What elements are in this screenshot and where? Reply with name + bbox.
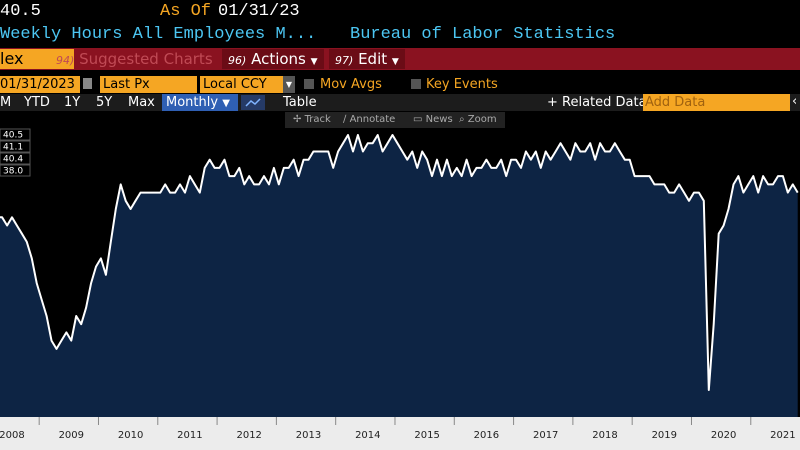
checkbox-label: Key Events [426, 77, 498, 92]
line [0, 134, 799, 391]
x-tick-label: 2012 [236, 430, 261, 441]
menu-label: Actions [251, 50, 306, 68]
add-data-field[interactable]: Add Data [643, 94, 790, 111]
x-tick-label: 2013 [296, 430, 321, 441]
as-of-date: 01/31/23 [218, 2, 300, 21]
x-tick-label: 2018 [592, 430, 617, 441]
stat-box [0, 152, 31, 165]
stat-box [0, 164, 31, 177]
range-button[interactable]: M [0, 95, 12, 110]
x-tick-label: 2014 [355, 430, 380, 441]
menu-label: Suggested Charts [79, 50, 213, 68]
date-field[interactable]: 01/31/2023 [0, 76, 80, 93]
tool-button[interactable]: ✢ Track [293, 114, 331, 125]
source: Bureau of Labor Statistics [350, 25, 616, 44]
menu-label: Edit [358, 50, 388, 68]
menu-number: 97) [335, 54, 354, 67]
x-tick-label: 2009 [59, 430, 84, 441]
currency-select[interactable]: Local CCY [200, 76, 283, 93]
icon-line [245, 98, 261, 107]
scroll-arrow[interactable]: ‹ [792, 94, 798, 109]
menu-number: 94) [56, 54, 75, 67]
tool-label: News [425, 114, 453, 125]
checkbox-label: Mov Avgs [320, 77, 382, 92]
as-of-label: As Of [160, 2, 212, 21]
menu-bar: lex 94) Suggested Charts 96) Actions ▼ 9… [0, 48, 800, 70]
stat-value: 38.0 [3, 167, 23, 177]
toolbar: M YTD 1Y 5Y Max Monthly ▼ Table + Relate… [0, 94, 800, 111]
range-button[interactable]: 1Y [64, 95, 81, 110]
tool-button[interactable]: ▭ News [413, 114, 453, 125]
range-button[interactable]: YTD [24, 95, 50, 110]
checkbox[interactable] [411, 79, 421, 89]
tool-label: Track [304, 114, 331, 125]
menu-item[interactable]: 97) Edit ▼ [329, 49, 405, 69]
x-tick-label: 2017 [533, 430, 558, 441]
stat-box [0, 128, 31, 141]
tool-label: Annotate [349, 114, 396, 125]
x-tick-label: 2021 [770, 430, 795, 441]
x-tick-label: 2011 [177, 430, 202, 441]
stat-box [0, 140, 31, 153]
range-button[interactable]: Max [128, 95, 155, 110]
range-button[interactable]: 5Y [96, 95, 113, 110]
stat-value: 41.1 [3, 143, 23, 153]
tool-button[interactable]: ∕ Annotate [343, 114, 396, 125]
dropdown-arrow: ▼ [310, 57, 318, 67]
security-name: Weekly Hours All Employees M... [0, 25, 317, 44]
x-tick-label: 2015 [414, 430, 439, 441]
x-tick-label: 2020 [711, 430, 736, 441]
x-axis-strip [0, 417, 800, 450]
last-value: 40.5 [0, 2, 41, 21]
chart: 2008 2009 2010 2011 2012 2013 2014 2015 2016 2017… [0, 128, 800, 450]
x-tick-label: 2008 [0, 430, 25, 441]
tool-strip: ✢ Track ∕ Annotate ▭ News ⌕ Zoom [285, 112, 505, 128]
related-label: Related Data [562, 95, 647, 110]
x-tick-label: 2010 [118, 430, 143, 441]
chart-view-button[interactable] [241, 95, 265, 110]
period-label: Monthly [166, 95, 219, 110]
search-field[interactable]: lex [0, 49, 74, 69]
dropdown-arrow: ▼ [391, 57, 399, 67]
tool-label: Zoom [467, 114, 497, 125]
area-fill [0, 135, 798, 417]
menu-number: 96) [228, 54, 247, 67]
x-tick-label: 2016 [474, 430, 499, 441]
period-select[interactable]: Monthly ▼ [162, 94, 238, 111]
x-tick-label: 2019 [652, 430, 677, 441]
dropdown-arrow: ▼ [222, 98, 230, 109]
field-select[interactable]: Last Px [100, 76, 197, 93]
stat-value: 40.4 [3, 155, 23, 165]
tool-button[interactable]: ⌕ Zoom [459, 114, 497, 125]
dropdown-arrow[interactable]: ▼ [283, 76, 295, 93]
stat-value: 40.5 [3, 131, 23, 141]
calendar-icon[interactable] [83, 78, 92, 89]
chart-icon [245, 98, 261, 107]
related-button[interactable]: + Related Data [547, 95, 647, 110]
menu-item[interactable]: 96) Actions ▼ [222, 49, 324, 69]
table-button[interactable]: Table [283, 95, 317, 110]
checkbox[interactable] [304, 79, 314, 89]
menu-item[interactable]: 94) Suggested Charts [56, 48, 213, 70]
